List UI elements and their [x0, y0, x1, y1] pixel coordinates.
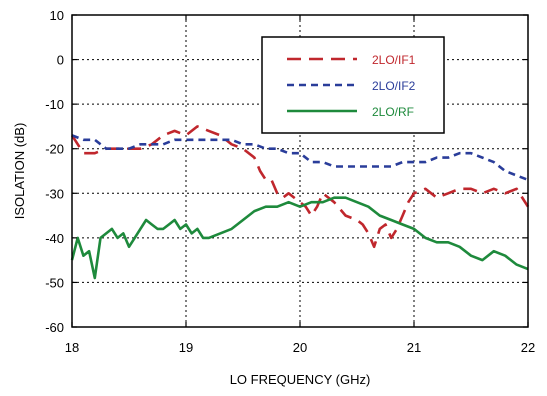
legend-label: 2LO/RF — [372, 105, 414, 119]
series-layer — [70, 125, 530, 280]
y-tick-label: -20 — [45, 142, 64, 157]
legend-label: 2LO/IF2 — [372, 79, 416, 93]
y-tick-label: -40 — [45, 231, 64, 246]
x-tick-label: 18 — [65, 340, 79, 355]
x-tick-label: 21 — [407, 340, 421, 355]
legend-label: 2LO/IF1 — [372, 53, 416, 67]
x-tick-label: 22 — [521, 340, 535, 355]
y-tick-label: -50 — [45, 275, 64, 290]
x-tick-label: 19 — [179, 340, 193, 355]
y-axis-title: ISOLATION (dB) — [12, 123, 27, 220]
y-tick-label: 10 — [50, 8, 64, 23]
axis-ticks: 18 19 20 21 22 10 0 -10 -20 -30 -40 -50 -60 — [45, 8, 535, 355]
series-line-2lo-if1 — [70, 125, 530, 249]
legend: 2LO/IF1 2LO/IF2 2LO/RF — [261, 36, 445, 134]
y-tick-label: -60 — [45, 320, 64, 335]
series-line-2lo-rf — [70, 196, 529, 280]
x-axis-title: LO FREQUENCY (GHz) — [230, 372, 371, 387]
y-tick-label: -10 — [45, 97, 64, 112]
y-tick-label: -30 — [45, 186, 64, 201]
y-tick-label: 0 — [57, 53, 64, 68]
x-tick-label: 20 — [293, 340, 307, 355]
